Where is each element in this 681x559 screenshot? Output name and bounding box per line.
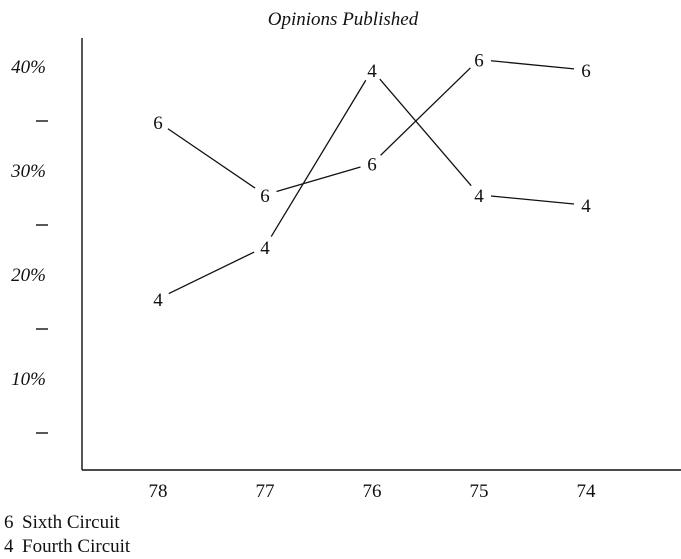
series-line-segment xyxy=(270,79,367,237)
x-tick-label: 75 xyxy=(470,481,489,502)
legend-marker: 6 xyxy=(4,512,14,533)
x-tick-label: 76 xyxy=(363,481,382,502)
x-tick-label: 74 xyxy=(577,481,597,502)
y-tick-label: 40% xyxy=(11,57,46,78)
series-line-segment xyxy=(168,251,255,295)
series-line-segment xyxy=(276,166,361,193)
series-line-segment xyxy=(490,195,575,205)
data-point-marker: 4 xyxy=(367,61,377,82)
x-tick-label: 77 xyxy=(256,481,275,502)
data-point-marker: 6 xyxy=(260,186,270,207)
y-tick-label: 20% xyxy=(11,265,46,286)
x-tick-label: 78 xyxy=(149,481,168,502)
legend-label: Sixth Circuit xyxy=(22,512,120,533)
data-point-marker: 6 xyxy=(581,61,591,82)
series-fourth-circuit: 4 4 4 4 4 xyxy=(153,61,591,311)
series-line-segment xyxy=(490,60,575,70)
series-sixth-circuit: 6 6 6 6 6 xyxy=(153,51,591,207)
series-line-segment xyxy=(379,78,472,187)
series-line-segment xyxy=(380,67,471,156)
legend: 6 Sixth Circuit 4 Fourth Circuit xyxy=(4,512,131,557)
y-tick-label: 30% xyxy=(10,161,46,182)
x-axis-ticks: 78 77 76 75 74 xyxy=(149,481,597,502)
y-axis-ticks: 40% 30% 20% 10% xyxy=(10,57,48,434)
data-point-marker: 4 xyxy=(153,290,163,311)
legend-label: Fourth Circuit xyxy=(22,536,131,557)
axes xyxy=(81,38,681,471)
data-point-marker: 6 xyxy=(153,113,163,134)
data-point-marker: 4 xyxy=(260,238,270,259)
chart-title: Opinions Published xyxy=(268,9,419,30)
series-line-segment xyxy=(167,128,256,189)
data-point-marker: 4 xyxy=(474,186,484,207)
y-tick-label: 10% xyxy=(11,369,46,390)
data-point-marker: 6 xyxy=(474,51,484,72)
data-point-marker: 6 xyxy=(367,155,377,176)
series-layer: 6 6 6 6 6 4 4 4 4 4 xyxy=(153,51,591,311)
legend-marker: 4 xyxy=(4,536,14,557)
data-point-marker: 4 xyxy=(581,196,591,217)
